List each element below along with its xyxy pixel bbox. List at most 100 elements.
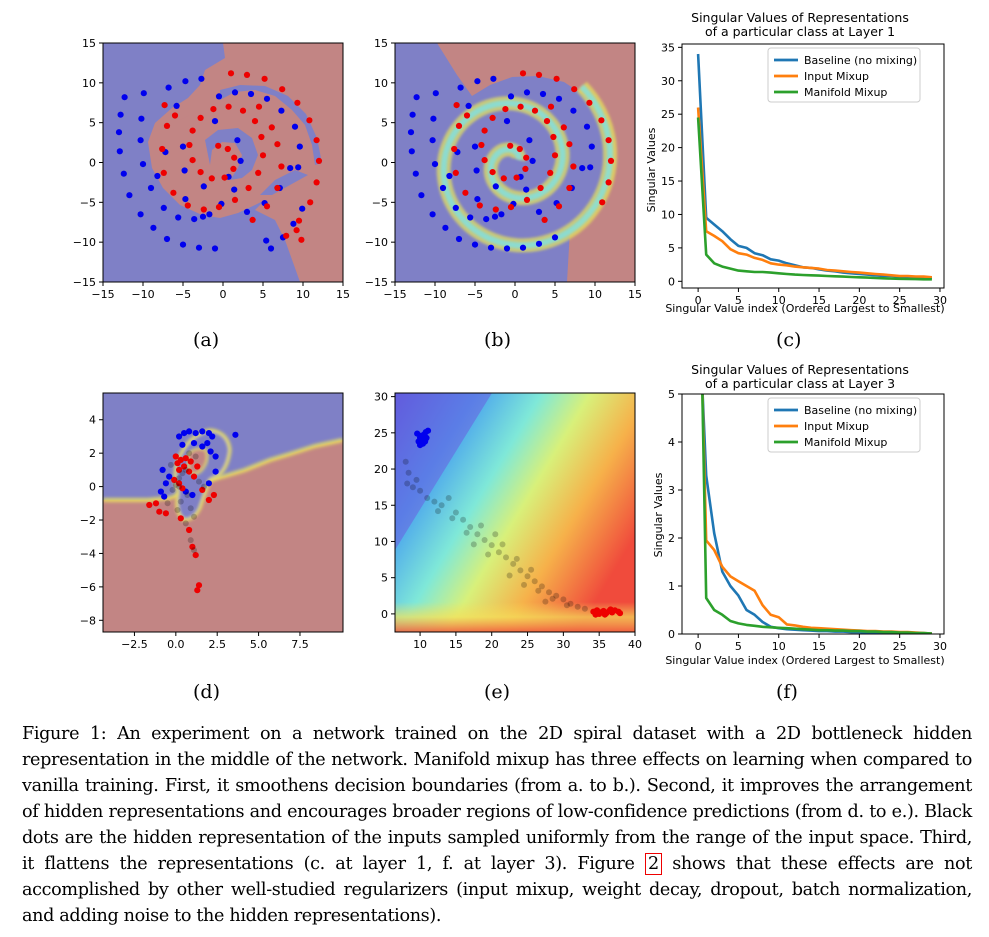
a-point-s1-15 <box>170 189 177 196</box>
d-point-s1-11 <box>176 480 183 487</box>
f-xtick-label-4: 20 <box>852 640 866 653</box>
b-point-s0-22 <box>483 216 490 223</box>
a-xtick-label-0: −15 <box>91 288 114 301</box>
panel-b-decision-boundary: −15 −10 −5 0 5 10 15 −15 −10 −5 0 5 10 15 <box>365 37 642 301</box>
c-xtick-label-5: 25 <box>893 294 907 307</box>
e-point-s2-43 <box>492 531 499 538</box>
b-point-s0-15 <box>432 90 439 97</box>
a-point-s1-31 <box>189 157 196 164</box>
b-point-s1-4 <box>586 99 593 106</box>
a-xtick-label-5: 10 <box>296 288 310 301</box>
a-point-s1-24 <box>251 118 259 125</box>
e-xtick-label-4: 30 <box>556 638 570 651</box>
d-point-s0-21 <box>205 480 212 487</box>
a-ytick-label-6: 15 <box>82 37 96 50</box>
a-point-s0-6 <box>137 211 144 218</box>
e-ytick-label-1: 5 <box>381 572 388 585</box>
e-point-s2-4 <box>413 476 420 483</box>
b-point-s1-12 <box>452 169 459 176</box>
b-point-s1-28 <box>478 141 485 149</box>
a-point-s1-22 <box>259 152 267 159</box>
a-point-s0-16 <box>138 115 145 122</box>
e-point-s2-9 <box>445 495 452 501</box>
d-point-s1-21 <box>186 526 193 534</box>
caption-text-part2: shows that these effects are not accompl… <box>22 854 973 926</box>
a-point-s1-49 <box>268 124 275 131</box>
b-xtick-label-4: 5 <box>552 288 559 301</box>
a-point-s0-41 <box>165 84 172 91</box>
e-point-s2-31 <box>513 555 520 562</box>
e-point-s2-3 <box>409 484 416 491</box>
a-point-s0-38 <box>291 123 299 130</box>
d-point-s0-9 <box>199 443 206 450</box>
d-point-s1-24 <box>195 582 203 589</box>
b-point-s1-36 <box>507 142 514 149</box>
b-ytick-label-6: 15 <box>374 37 388 50</box>
d-point-s1-15 <box>205 496 212 504</box>
e-point-s2-44 <box>470 541 477 548</box>
d-ytick-label-6: 4 <box>89 414 96 427</box>
b-point-s1-15 <box>492 206 499 213</box>
subpanel-label-c: (c) <box>776 329 802 351</box>
a-point-s1-35 <box>230 165 237 172</box>
d-point-s0-14 <box>159 466 166 473</box>
a-point-s1-13 <box>159 145 166 153</box>
b-point-s1-31 <box>500 175 507 182</box>
b-ytick-label-5: 10 <box>374 77 388 90</box>
d-point-s2-16 <box>186 450 193 457</box>
subpanel-label-a: (a) <box>193 329 220 351</box>
e-point-s2-25 <box>560 596 567 603</box>
a-point-s0-30 <box>237 157 244 164</box>
e-point-s2-7 <box>431 498 438 505</box>
b-point-s0-35 <box>539 90 547 98</box>
b-point-s0-32 <box>503 118 511 125</box>
chart-f-ylabel: Singular Values <box>652 472 665 557</box>
a-point-s1-25 <box>239 107 247 114</box>
e-point-s2-10 <box>452 509 459 516</box>
b-point-s0-37 <box>570 107 577 114</box>
c-ytick-label-4: 20 <box>661 142 675 155</box>
d-point-s2-8 <box>182 520 189 527</box>
a-point-s0-15 <box>140 90 147 97</box>
d-point-s1-6 <box>176 466 183 473</box>
f-xtick-label-2: 10 <box>772 640 786 653</box>
b-ytick-label-3: 0 <box>381 157 388 170</box>
e-point-s2-26 <box>567 600 574 607</box>
d-point-s0-22 <box>212 468 219 475</box>
c-ytick-label-6: 30 <box>661 75 675 88</box>
e-ytick-label-6: 30 <box>374 391 388 404</box>
subpanel-label-f: (f) <box>776 681 798 703</box>
b-point-s0-8 <box>455 235 463 243</box>
d-point-s1-20 <box>177 515 184 522</box>
f-plot-frame <box>681 393 945 635</box>
b-point-s0-1 <box>409 111 416 118</box>
e-point-s2-32 <box>528 566 535 573</box>
a-point-s1-21 <box>255 169 262 176</box>
b-point-s0-4 <box>412 170 419 177</box>
a-point-s1-42 <box>263 203 271 210</box>
e-xtick-label-3: 25 <box>521 638 535 651</box>
a-point-s1-17 <box>200 206 207 213</box>
c-legend-entry-1: Input Mixup <box>804 70 869 83</box>
b-point-s1-2 <box>553 75 560 82</box>
b-point-s0-14 <box>551 234 559 241</box>
e-xtick-label-1: 15 <box>449 638 463 651</box>
a-point-s0-9 <box>179 241 187 248</box>
b-point-s1-38 <box>570 163 577 170</box>
c-xtick-label-4: 20 <box>852 294 866 307</box>
a-point-s1-9 <box>307 199 314 206</box>
d-point-s1-23 <box>192 552 199 559</box>
d-point-s1-18 <box>162 510 169 517</box>
b-point-s0-48 <box>446 172 453 180</box>
e-point-s2-1 <box>405 469 412 476</box>
a-point-s0-7 <box>150 224 157 231</box>
e-point-s1-12 <box>592 611 599 618</box>
b-point-s1-39 <box>566 184 573 192</box>
a-point-s0-27 <box>181 167 188 174</box>
b-point-s1-17 <box>523 196 531 203</box>
figure-ref-link[interactable]: 2 <box>644 853 662 875</box>
a-point-s1-14 <box>160 169 167 176</box>
f-xtick-label-5: 25 <box>893 640 907 653</box>
c-plot-frame <box>681 43 945 289</box>
a-point-s0-13 <box>290 220 297 227</box>
